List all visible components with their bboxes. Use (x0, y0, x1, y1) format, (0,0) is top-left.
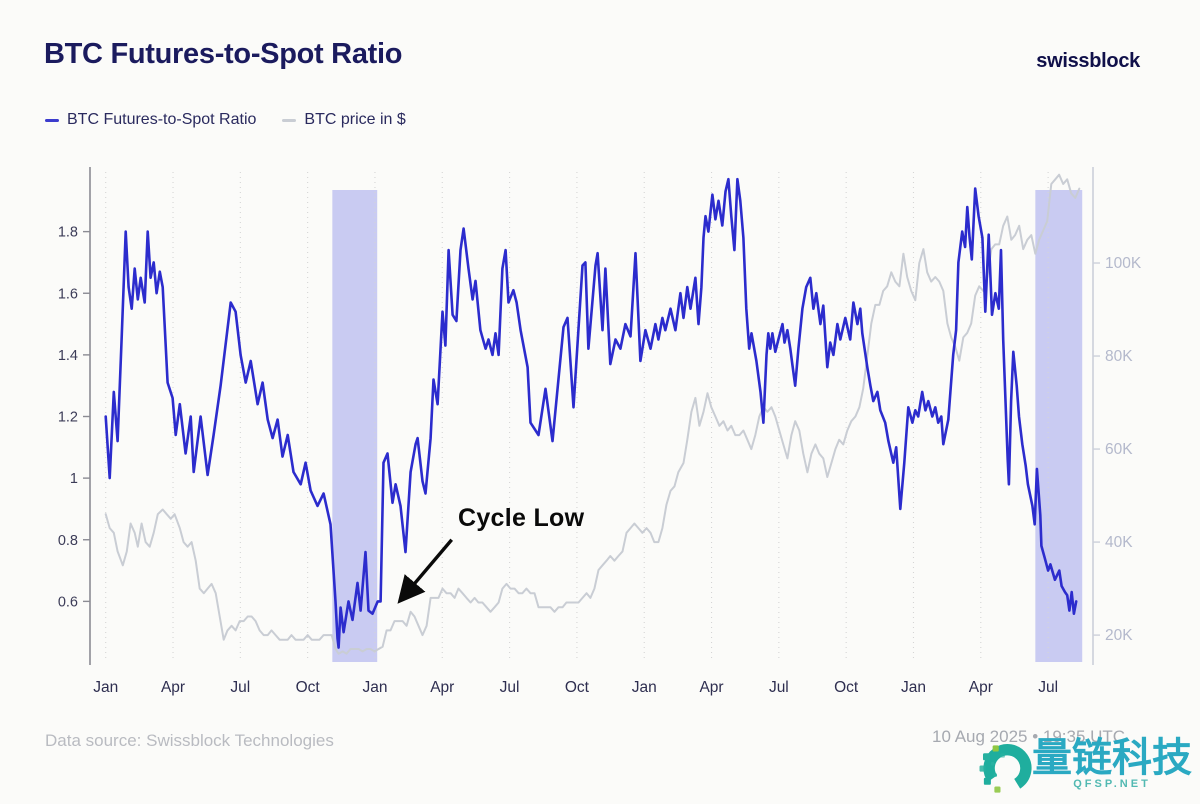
left-tick-label: 1.4 (58, 348, 78, 364)
btc-price-line (104, 173, 1081, 655)
right-tick-label: 100K (1105, 255, 1142, 272)
x-tick-label: Jul (500, 679, 520, 696)
watermark: 量链科技 QFSP.NET (976, 736, 1192, 798)
left-tick-label: 1 (70, 471, 78, 487)
watermark-subtext: QFSP.NET (1073, 778, 1151, 790)
x-tick-label: Apr (699, 679, 723, 696)
right-tick-label: 60K (1105, 441, 1133, 458)
right-tick-label: 80K (1105, 348, 1133, 365)
x-tick-label: Jan (901, 679, 926, 696)
x-tick-label: Oct (296, 679, 321, 696)
legend-label-ratio: BTC Futures-to-Spot Ratio (67, 111, 257, 128)
timestamp: 10 Aug 2025 • 19:35 UTC (932, 727, 1126, 746)
cycle-low-arrow (397, 538, 454, 604)
highlight-band (332, 190, 378, 662)
x-tick-label: Jul (230, 679, 250, 696)
x-tick-label: Apr (969, 679, 993, 696)
legend-item-ratio: BTC Futures-to-Spot Ratio (45, 111, 256, 129)
legend-label-price: BTC price in $ (304, 111, 406, 128)
x-tick-label: Apr (161, 679, 185, 696)
ratio-line (104, 177, 1078, 649)
x-tick-label: Oct (565, 679, 590, 696)
price-series-swatch (282, 118, 297, 122)
left-tick-label: 0.6 (58, 594, 78, 610)
x-tick-label: Jan (632, 679, 657, 696)
cycle-low-label: Cycle Low (458, 504, 585, 532)
left-tick-label: 1.8 (58, 225, 78, 241)
page-title: BTC Futures-to-Spot Ratio (44, 38, 403, 70)
x-tick-label: Jan (93, 679, 118, 696)
x-tick-label: Apr (430, 679, 454, 696)
qfsp-logo-icon (979, 744, 1032, 793)
left-tick-label: 0.8 (58, 533, 78, 549)
left-tick-label: 1.2 (58, 410, 78, 426)
right-tick-label: 40K (1105, 534, 1133, 551)
x-tick-label: Jan (362, 679, 387, 696)
x-tick-label: Jul (1038, 679, 1058, 696)
legend-item-price: BTC price in $ (282, 111, 406, 129)
data-source-note: Data source: Swissblock Technologies (45, 731, 334, 750)
left-tick-label: 1.6 (58, 286, 78, 302)
highlight-band (1035, 190, 1083, 662)
x-tick-label: Jul (769, 679, 789, 696)
legend: BTC Futures-to-Spot Ratio BTC price in $ (45, 111, 406, 129)
swissblock-logo: swissblock (1036, 50, 1140, 72)
watermark-name: 量链科技 (1032, 736, 1192, 780)
x-tick-label: Oct (834, 679, 859, 696)
right-tick-label: 20K (1105, 627, 1133, 644)
ratio-series-swatch (45, 118, 59, 122)
